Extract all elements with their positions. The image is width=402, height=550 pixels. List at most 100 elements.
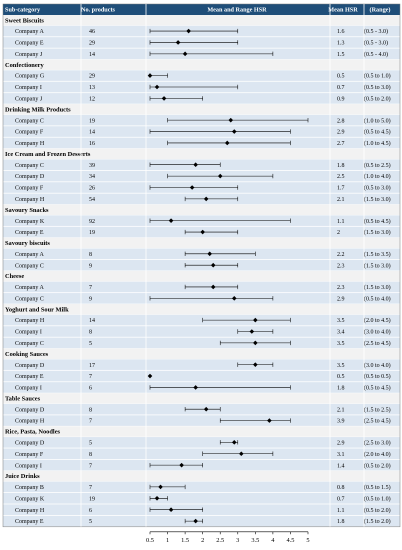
range-value: (2.0 to 4.0) — [364, 451, 391, 458]
company-label: Company F — [15, 452, 44, 458]
company-label: Company H — [15, 318, 45, 324]
company-label: Company D — [15, 174, 45, 180]
company-label: Company K — [15, 496, 45, 502]
company-label: Company C — [15, 296, 44, 302]
mean-marker — [224, 140, 230, 146]
range-value: (3.0 to 4.0) — [364, 362, 391, 369]
category-band — [3, 393, 400, 404]
category-band — [3, 348, 400, 359]
range-value: (0.5 to 2.0) — [364, 96, 391, 103]
mean-hsr-value: 2.2 — [337, 252, 345, 258]
category-band — [3, 148, 400, 159]
category-band — [3, 59, 400, 70]
product-count: 9 — [89, 296, 92, 302]
mean-marker — [193, 385, 198, 390]
mean-marker — [253, 340, 258, 346]
product-count: 7 — [89, 285, 92, 291]
x-tick-label: 3 — [236, 537, 239, 544]
mean-marker — [154, 84, 160, 90]
mean-marker — [203, 196, 209, 202]
product-count: 7 — [89, 419, 92, 425]
mean-marker — [168, 507, 174, 512]
mean-marker — [147, 373, 153, 379]
row-band — [3, 448, 400, 460]
mean-hsr-value: 3.9 — [337, 419, 345, 425]
category-band — [3, 426, 400, 437]
range-value: (1.5 to 3.0) — [364, 262, 391, 269]
row-band — [3, 437, 400, 448]
product-count: 7 — [89, 485, 92, 491]
product-count: 26 — [89, 186, 95, 192]
mean-hsr-value: 3.5 — [337, 363, 345, 369]
category-label: Table Sauces — [5, 395, 41, 402]
mean-hsr-value: 3.1 — [337, 452, 345, 458]
mean-marker — [154, 496, 160, 501]
range-value: (0.5 to 1.5) — [364, 484, 391, 491]
category-label: Yoghurt and Sour Milk — [5, 306, 69, 313]
x-tick-label: 4 — [271, 537, 275, 544]
category-band — [3, 304, 400, 315]
product-count: 7 — [89, 374, 92, 380]
range-value: (1.5 to 3.0) — [364, 229, 391, 236]
company-label: Company E — [15, 230, 44, 236]
mean-hsr-value: 2.1 — [337, 407, 345, 413]
company-label: Company A — [15, 252, 45, 258]
product-count: 14 — [89, 130, 95, 136]
product-count: 19 — [89, 496, 95, 502]
company-label: Company H — [15, 508, 45, 514]
category-label: Sweet Biscuits — [5, 17, 44, 24]
range-value: (0.5 to 3.0) — [364, 84, 391, 91]
company-label: Company I — [15, 330, 42, 336]
category-label: Cheese — [5, 273, 24, 280]
range-value: (0.5 - 4.0) — [364, 51, 388, 58]
row-band — [3, 493, 400, 504]
company-label: Company B — [15, 485, 44, 491]
company-label: Company J — [15, 97, 43, 103]
mean-marker — [231, 440, 237, 445]
mean-hsr-value: 2.8 — [337, 118, 345, 124]
range-value: (0.5 - 3.0) — [364, 40, 388, 47]
company-label: Company I — [15, 463, 42, 469]
mean-marker — [147, 73, 153, 78]
table-border — [2, 3, 401, 528]
mean-marker — [158, 484, 163, 490]
company-label: Company D — [15, 363, 45, 369]
mean-hsr-value: 1.7 — [337, 186, 345, 192]
product-count: 16 — [89, 141, 95, 147]
range-value: (0.5 to 1.0) — [364, 495, 391, 502]
row-band — [3, 70, 400, 81]
mean-marker — [228, 117, 234, 123]
product-count: 7 — [89, 463, 92, 469]
row-band — [3, 415, 400, 426]
company-label: Company H — [15, 141, 45, 147]
mean-marker — [249, 329, 255, 334]
company-label: Company C — [15, 163, 44, 169]
category-label: Drinking Milk Products — [5, 106, 71, 113]
mean-hsr-value: 1.4 — [337, 463, 345, 469]
company-label: Company F — [15, 186, 44, 192]
mean-marker — [253, 362, 258, 367]
mean-hsr-value: 0.7 — [337, 496, 345, 502]
mean-marker — [217, 173, 223, 179]
mean-hsr-value: 1.5 — [337, 52, 345, 58]
mean-marker — [179, 462, 184, 468]
product-count: 19 — [89, 230, 95, 236]
range-value: (1.5 to 2.5) — [364, 406, 391, 413]
company-label: Company D — [15, 407, 45, 413]
mean-hsr-value: 0.7 — [337, 85, 345, 91]
mean-marker — [189, 185, 195, 190]
mean-hsr-value: 1.1 — [337, 508, 345, 514]
mean-marker — [193, 518, 198, 524]
range-value: (0.5 to 2.0) — [364, 462, 391, 469]
company-label: Company A — [15, 29, 45, 35]
product-count: 8 — [89, 252, 92, 258]
company-label: Company G — [15, 74, 45, 80]
company-label: Company I — [15, 386, 42, 392]
x-tick-label: 1 — [166, 537, 169, 544]
range-value: (0.5 to 2.0) — [364, 507, 391, 514]
x-tick-label: 3.5 — [251, 537, 259, 544]
mean-hsr-value: 2.3 — [337, 263, 345, 269]
mean-hsr-value: 1.6 — [337, 29, 345, 35]
product-count: 39 — [89, 163, 95, 169]
